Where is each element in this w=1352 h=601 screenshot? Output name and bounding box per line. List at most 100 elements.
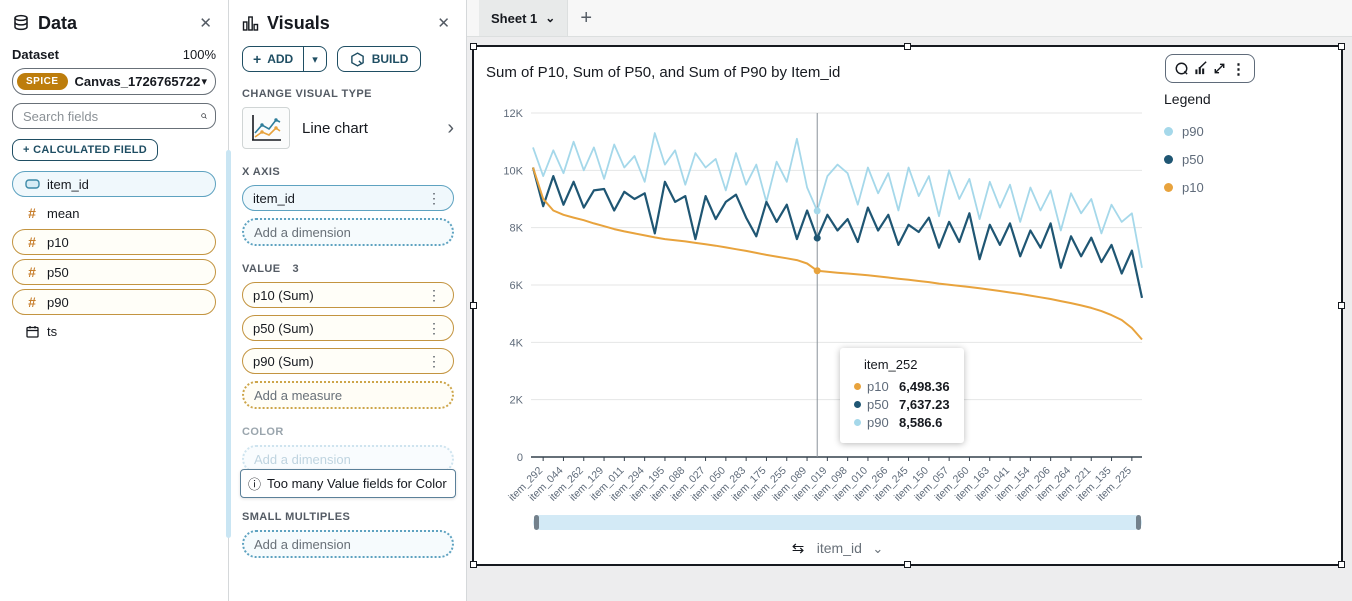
visuals-panel: Visuals ✕ + ADD ▾ BUILD CHANGE VISUAL TYP…: [230, 0, 467, 601]
search-fields-input[interactable]: [21, 107, 201, 125]
dimension-field-icon: [23, 178, 41, 190]
kebab-menu-icon[interactable]: ⋮: [427, 287, 441, 303]
resize-handle-top-center[interactable]: [903, 43, 911, 50]
visuals-panel-title: Visuals: [267, 12, 330, 33]
field-name: ts: [47, 323, 58, 339]
spice-capacity: 100%: [182, 47, 216, 62]
chevron-down-icon[interactable]: ⌄: [545, 11, 556, 25]
value-field-p50[interactable]: p50 (Sum) ⋮: [242, 315, 454, 341]
visual-toolbar: ⋮: [1165, 54, 1255, 83]
bar-chart-icon: [242, 15, 259, 31]
x-axis-add-dimension[interactable]: Add a dimension: [242, 218, 454, 246]
add-sheet-button[interactable]: +: [580, 6, 592, 29]
kebab-menu-icon[interactable]: ⋮: [427, 190, 441, 206]
legend-swatch: [1164, 127, 1173, 136]
add-visual-button[interactable]: + ADD: [253, 51, 294, 67]
legend: Legend p90 p50 p10: [1164, 91, 1284, 208]
search-fields-box[interactable]: [12, 103, 216, 129]
chart-tooltip: item_252 p10 6,498.36 p50 7,637.23 p90 8,586.…: [840, 348, 964, 443]
resize-handle-bottom-left[interactable]: [470, 561, 477, 568]
series-value: 7,637.23: [899, 397, 950, 412]
format-visual-icon[interactable]: [1191, 58, 1210, 80]
color-add-dimension: Add a dimension: [242, 445, 454, 473]
amazon-q-build-icon[interactable]: [1172, 58, 1191, 80]
series-label: p50: [867, 397, 889, 412]
database-icon: [14, 14, 28, 31]
visual-type-name: Line chart: [302, 119, 368, 137]
field-p90[interactable]: # p90: [12, 289, 216, 315]
legend-item-p90[interactable]: p90: [1164, 124, 1284, 139]
calculated-field-button[interactable]: + CALCULATED FIELD: [12, 139, 159, 161]
legend-label: p50: [1182, 152, 1204, 167]
data-panel-title: Data: [38, 12, 78, 33]
field-p10[interactable]: # p10: [12, 229, 216, 255]
resize-handle-top-right[interactable]: [1338, 43, 1345, 50]
legend-item-p50[interactable]: p50: [1164, 152, 1284, 167]
chevron-right-icon: ›: [447, 117, 454, 139]
caret-down-icon: ▾: [201, 76, 207, 88]
spice-badge: SPICE: [17, 73, 68, 90]
hash-icon: #: [28, 294, 36, 310]
series-label: p90: [867, 415, 889, 430]
resize-handle-top-left[interactable]: [470, 43, 477, 50]
x-axis-sort-control[interactable]: ⇆ item_id ⌄: [533, 539, 1142, 558]
field-name: mean: [47, 205, 80, 221]
resize-handle-middle-right[interactable]: [1338, 301, 1345, 309]
field-item-id[interactable]: item_id: [12, 171, 216, 197]
hash-icon: #: [28, 234, 36, 250]
maximize-icon[interactable]: [1210, 58, 1229, 80]
legend-swatch: [1164, 155, 1173, 164]
resize-handle-bottom-center[interactable]: [903, 561, 911, 568]
dataset-label: Dataset: [12, 47, 59, 62]
tooltip-row-p10: p10 6,498.36: [854, 379, 950, 394]
scrollbar-handle-right[interactable]: [1136, 515, 1141, 530]
sheet-area: Sheet 1 ⌄ + Sum of P10, Sum of P50, and …: [467, 0, 1352, 601]
field-ts[interactable]: ts: [12, 319, 216, 343]
legend-item-p10[interactable]: p10: [1164, 180, 1284, 195]
field-mean[interactable]: # mean: [12, 201, 216, 225]
legend-items: p90 p50 p10: [1164, 124, 1284, 195]
x-axis-scrollbar[interactable]: [533, 515, 1142, 530]
series-swatch: [854, 401, 861, 408]
menu-options-icon[interactable]: ⋮: [1231, 60, 1246, 78]
build-button[interactable]: BUILD: [336, 46, 422, 72]
change-visual-type-label: CHANGE VISUAL TYPE: [242, 88, 372, 100]
field-name: p90: [47, 294, 69, 310]
value-field-p10[interactable]: p10 (Sum) ⋮: [242, 282, 454, 308]
dataset-select[interactable]: SPICE Canvas_1726765722 ▾: [12, 68, 216, 95]
data-panel: Data ✕ Dataset 100% SPICE Canvas_1726765…: [0, 0, 229, 601]
hash-icon: #: [28, 264, 36, 280]
scrollbar-handle-left[interactable]: [534, 515, 539, 530]
field-p50[interactable]: # p50: [12, 259, 216, 285]
series-swatch: [854, 383, 861, 390]
search-icon: [201, 113, 207, 119]
line-chart-visual[interactable]: Sum of P10, Sum of P50, and Sum of P90 b…: [470, 43, 1345, 568]
tooltip-row-p50: p50 7,637.23: [854, 397, 950, 412]
line-chart[interactable]: 02K4K6K8K10K12Kitem_292item_044item_262i…: [474, 47, 1341, 564]
sheet-tab-bar: Sheet 1 ⌄ +: [467, 0, 1352, 37]
x-axis-field-name: item_id: [253, 190, 295, 206]
sheet-tab[interactable]: Sheet 1 ⌄: [479, 0, 569, 36]
kebab-menu-icon[interactable]: ⋮: [427, 320, 441, 336]
kebab-menu-icon[interactable]: ⋮: [427, 353, 441, 369]
series-value: 6,498.36: [899, 379, 950, 394]
svg-text:10K: 10K: [503, 165, 523, 177]
line-chart-thumbnail: [242, 107, 290, 149]
sort-field-label: item_id: [816, 540, 862, 556]
resize-handle-bottom-right[interactable]: [1338, 561, 1345, 568]
small-multiples-add-dimension[interactable]: Add a dimension: [242, 530, 454, 558]
field-name: p50: [47, 264, 69, 280]
value-count: 3: [292, 263, 299, 275]
value-add-measure[interactable]: Add a measure: [242, 381, 454, 409]
field-list: item_id # mean # p10 # p50 # p90: [12, 171, 216, 343]
visual-type-row[interactable]: Line chart ›: [242, 107, 454, 149]
svg-text:4K: 4K: [510, 337, 524, 349]
x-axis-field-pill[interactable]: item_id ⋮: [242, 185, 454, 211]
add-visual-caret[interactable]: ▾: [303, 47, 326, 71]
small-multiples-label: SMALL MULTIPLES: [242, 511, 351, 523]
close-icon[interactable]: ✕: [199, 15, 212, 32]
value-field-p90[interactable]: p90 (Sum) ⋮: [242, 348, 454, 374]
resize-handle-middle-left[interactable]: [470, 301, 477, 309]
panel-scrollbar[interactable]: [226, 150, 231, 538]
close-icon[interactable]: ✕: [437, 15, 450, 32]
